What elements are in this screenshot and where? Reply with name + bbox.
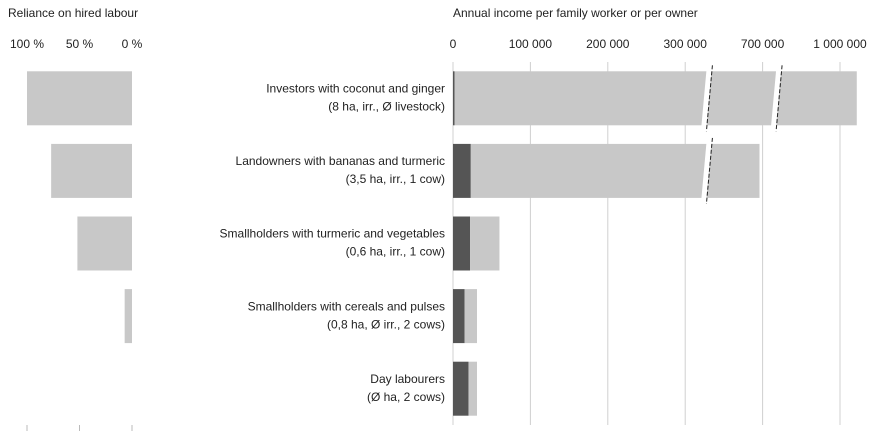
axis-break xyxy=(700,65,712,132)
category-label: Smallholders with cereals and pulses xyxy=(248,299,445,313)
axis-break-line xyxy=(705,137,713,204)
bar-segment xyxy=(454,71,857,126)
category-label: Day labourers xyxy=(370,372,445,386)
bar-segment xyxy=(470,216,500,271)
bar xyxy=(77,216,132,271)
axis-break-line xyxy=(775,65,783,132)
bar xyxy=(27,71,132,126)
x-tick-label: 0 xyxy=(450,37,457,51)
x-tick-label: 0 % xyxy=(122,37,143,51)
category-label: (0,6 ha, irr., 1 cow) xyxy=(346,245,445,259)
category-label: (Ø ha, 2 cows) xyxy=(367,390,445,404)
x-tick-label: 100 % xyxy=(10,37,44,51)
category-label: (0,8 ha, Ø irr., 2 cows) xyxy=(327,317,445,331)
bar xyxy=(51,143,132,198)
category-label: (8 ha, irr., Ø livestock) xyxy=(328,99,445,113)
x-tick-label: 300 000 xyxy=(664,37,708,51)
bar-segment xyxy=(453,143,471,198)
left-title: Reliance on hired labour xyxy=(8,6,138,20)
axis-break xyxy=(700,137,712,205)
bar-segment xyxy=(453,289,465,344)
category-label: Smallholders with turmeric and vegetable… xyxy=(220,227,445,241)
right-title: Annual income per family worker or per o… xyxy=(453,6,698,20)
bar-segment xyxy=(453,216,471,271)
category-label: Investors with coconut and ginger xyxy=(266,81,445,95)
x-tick-label: 50 % xyxy=(66,37,94,51)
axis-break-line xyxy=(705,65,713,132)
bar-segment xyxy=(453,71,455,126)
x-tick-label: 1 000 000 xyxy=(813,37,867,51)
x-tick-label: 100 000 xyxy=(509,37,553,51)
x-tick-label: 200 000 xyxy=(586,37,630,51)
category-label: Landowners with bananas and turmeric xyxy=(236,154,445,168)
bar-segment xyxy=(453,361,469,416)
bar-segment xyxy=(464,289,477,344)
axis-break xyxy=(770,65,782,132)
x-tick-label: 700 000 xyxy=(741,37,785,51)
bar xyxy=(124,289,132,344)
bar-segment xyxy=(468,361,477,416)
category-label: (3,5 ha, irr., 1 cow) xyxy=(346,172,445,186)
bar-segment xyxy=(470,143,760,198)
